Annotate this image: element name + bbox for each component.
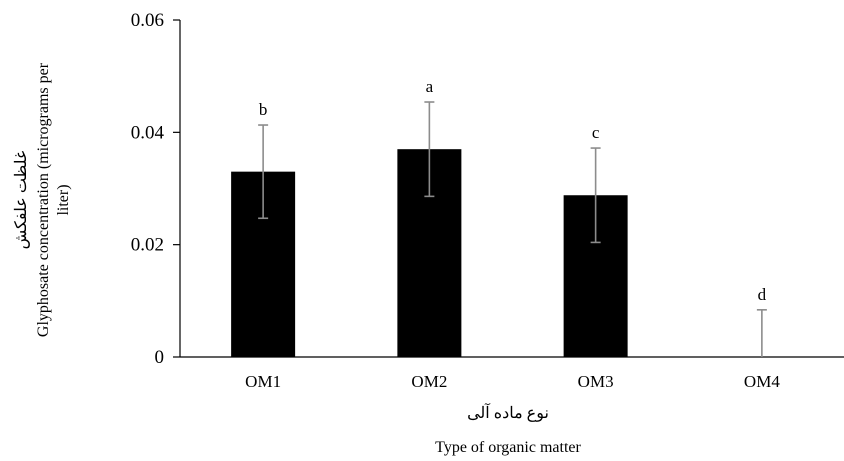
- x-tick-label: OM4: [744, 372, 780, 391]
- y-axis-title-persian: غلظت علفکش: [13, 151, 30, 250]
- x-tick-label: OM1: [245, 372, 281, 391]
- x-axis-title-persian: نوع ماده آلی: [467, 402, 549, 422]
- y-axis-title-line1: Glyphosate concentration (micrograms per: [35, 62, 52, 337]
- significance-letter: c: [592, 123, 600, 142]
- plot-area: 0 0.02 0.04 0.06 b OM1 a OM2 c OM3 d OM4: [131, 10, 844, 391]
- x-tick-label: OM2: [411, 372, 447, 391]
- significance-letter: d: [758, 285, 767, 304]
- significance-letter: a: [426, 77, 434, 96]
- y-tick-label: 0.02: [131, 235, 164, 256]
- y-axis-title-line2: liter): [55, 184, 72, 215]
- x-axis-title: Type of organic matter: [435, 439, 581, 456]
- x-tick-label: OM3: [578, 372, 614, 391]
- significance-letter: b: [259, 100, 268, 119]
- y-tick-label: 0.04: [131, 122, 165, 143]
- y-tick-label: 0: [155, 347, 165, 368]
- y-tick-label: 0.06: [131, 10, 164, 31]
